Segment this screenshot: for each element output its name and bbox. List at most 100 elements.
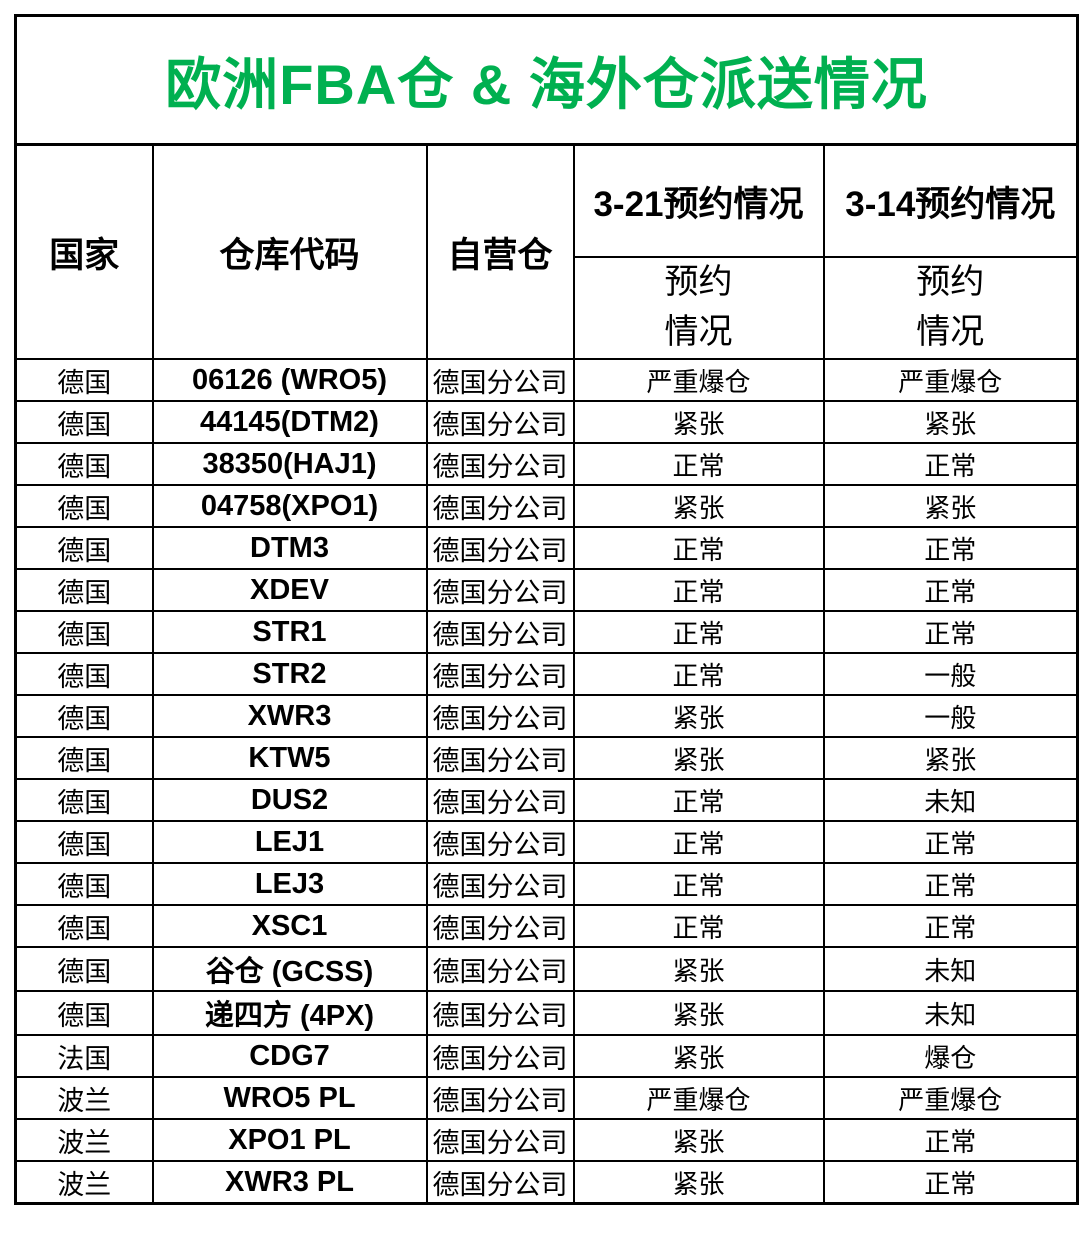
table-row: 德国 06126 (WRO5) 德国分公司 严重爆仓 严重爆仓 bbox=[14, 358, 1079, 402]
status-3-14-cell: 紧张 bbox=[822, 400, 1079, 444]
warehouse-code-cell: CDG7 bbox=[151, 1034, 428, 1078]
status-3-21-cell: 紧张 bbox=[572, 1160, 825, 1205]
warehouse-code-cell: XWR3 bbox=[151, 694, 428, 738]
country-cell: 德国 bbox=[14, 904, 154, 948]
status-3-14-cell: 一般 bbox=[822, 652, 1079, 696]
status-3-21-cell: 紧张 bbox=[572, 946, 825, 992]
subheader-3-14: 预约 情况 bbox=[822, 256, 1079, 360]
country-cell: 德国 bbox=[14, 820, 154, 864]
table-row: 波兰 WRO5 PL 德国分公司 严重爆仓 严重爆仓 bbox=[14, 1076, 1079, 1120]
own-warehouse-cell: 德国分公司 bbox=[425, 736, 575, 780]
status-3-21-cell: 正常 bbox=[572, 610, 825, 654]
country-cell: 波兰 bbox=[14, 1118, 154, 1162]
warehouse-code-cell: LEJ3 bbox=[151, 862, 428, 906]
country-cell: 德国 bbox=[14, 358, 154, 402]
country-cell: 德国 bbox=[14, 526, 154, 570]
country-cell: 德国 bbox=[14, 990, 154, 1036]
table-row: 德国 LEJ3 德国分公司 正常 正常 bbox=[14, 862, 1079, 906]
status-3-21-cell: 正常 bbox=[572, 778, 825, 822]
delivery-status-table: 欧洲FBA仓 & 海外仓派送情况 国家 仓库代码 自营仓 3-21预约情况 3-… bbox=[14, 14, 1080, 1205]
country-cell: 德国 bbox=[14, 862, 154, 906]
status-3-21-cell: 正常 bbox=[572, 526, 825, 570]
table-row: 德国 38350(HAJ1) 德国分公司 正常 正常 bbox=[14, 442, 1079, 486]
table-row: 德国 STR1 德国分公司 正常 正常 bbox=[14, 610, 1079, 654]
status-3-21-cell: 正常 bbox=[572, 862, 825, 906]
warehouse-code-cell: KTW5 bbox=[151, 736, 428, 780]
country-cell: 德国 bbox=[14, 484, 154, 528]
warehouse-code-cell: XPO1 PL bbox=[151, 1118, 428, 1162]
status-3-14-cell: 正常 bbox=[822, 568, 1079, 612]
country-cell: 德国 bbox=[14, 400, 154, 444]
status-3-14-cell: 正常 bbox=[822, 526, 1079, 570]
country-cell: 波兰 bbox=[14, 1076, 154, 1120]
own-warehouse-cell: 德国分公司 bbox=[425, 862, 575, 906]
header-3-14-group: 3-14预约情况 bbox=[822, 143, 1079, 258]
warehouse-code-cell: 06126 (WRO5) bbox=[151, 358, 428, 402]
own-warehouse-cell: 德国分公司 bbox=[425, 1076, 575, 1120]
status-3-21-cell: 正常 bbox=[572, 652, 825, 696]
status-3-14-cell: 正常 bbox=[822, 1118, 1079, 1162]
warehouse-code-cell: 递四方 (4PX) bbox=[151, 990, 428, 1036]
warehouse-code-cell: DTM3 bbox=[151, 526, 428, 570]
status-3-14-cell: 正常 bbox=[822, 610, 1079, 654]
table-row: 德国 XSC1 德国分公司 正常 正常 bbox=[14, 904, 1079, 948]
table-row: 德国 LEJ1 德国分公司 正常 正常 bbox=[14, 820, 1079, 864]
country-cell: 德国 bbox=[14, 694, 154, 738]
warehouse-code-cell: 谷仓 (GCSS) bbox=[151, 946, 428, 992]
warehouse-code-cell: 38350(HAJ1) bbox=[151, 442, 428, 486]
header-own-warehouse: 自营仓 bbox=[425, 143, 575, 360]
status-3-21-cell: 正常 bbox=[572, 568, 825, 612]
own-warehouse-cell: 德国分公司 bbox=[425, 778, 575, 822]
own-warehouse-cell: 德国分公司 bbox=[425, 526, 575, 570]
status-3-14-cell: 严重爆仓 bbox=[822, 358, 1079, 402]
header-country: 国家 bbox=[14, 143, 154, 360]
status-3-14-cell: 未知 bbox=[822, 990, 1079, 1036]
own-warehouse-cell: 德国分公司 bbox=[425, 1118, 575, 1162]
warehouse-code-cell: DUS2 bbox=[151, 778, 428, 822]
own-warehouse-cell: 德国分公司 bbox=[425, 1160, 575, 1205]
status-3-14-cell: 正常 bbox=[822, 1160, 1079, 1205]
warehouse-code-cell: WRO5 PL bbox=[151, 1076, 428, 1120]
table-row: 德国 XWR3 德国分公司 紧张 一般 bbox=[14, 694, 1079, 738]
own-warehouse-cell: 德国分公司 bbox=[425, 820, 575, 864]
status-3-14-cell: 爆仓 bbox=[822, 1034, 1079, 1078]
status-3-21-cell: 正常 bbox=[572, 904, 825, 948]
table-row: 德国 04758(XPO1) 德国分公司 紧张 紧张 bbox=[14, 484, 1079, 528]
table-row: 波兰 XWR3 PL 德国分公司 紧张 正常 bbox=[14, 1160, 1079, 1205]
warehouse-code-cell: STR1 bbox=[151, 610, 428, 654]
status-3-14-cell: 未知 bbox=[822, 778, 1079, 822]
status-3-21-cell: 严重爆仓 bbox=[572, 358, 825, 402]
status-3-21-cell: 正常 bbox=[572, 820, 825, 864]
own-warehouse-cell: 德国分公司 bbox=[425, 652, 575, 696]
country-cell: 法国 bbox=[14, 1034, 154, 1078]
table-row: 法国 CDG7 德国分公司 紧张 爆仓 bbox=[14, 1034, 1079, 1078]
table-row: 德国 XDEV 德国分公司 正常 正常 bbox=[14, 568, 1079, 612]
status-3-21-cell: 正常 bbox=[572, 442, 825, 486]
country-cell: 德国 bbox=[14, 736, 154, 780]
table-row: 德国 KTW5 德国分公司 紧张 紧张 bbox=[14, 736, 1079, 780]
status-3-14-cell: 严重爆仓 bbox=[822, 1076, 1079, 1120]
own-warehouse-cell: 德国分公司 bbox=[425, 610, 575, 654]
warehouse-code-cell: 04758(XPO1) bbox=[151, 484, 428, 528]
table-row: 德国 递四方 (4PX) 德国分公司 紧张 未知 bbox=[14, 990, 1079, 1036]
own-warehouse-cell: 德国分公司 bbox=[425, 946, 575, 992]
own-warehouse-cell: 德国分公司 bbox=[425, 484, 575, 528]
status-3-14-cell: 紧张 bbox=[822, 484, 1079, 528]
warehouse-code-cell: XDEV bbox=[151, 568, 428, 612]
table-row: 德国 谷仓 (GCSS) 德国分公司 紧张 未知 bbox=[14, 946, 1079, 992]
status-3-14-cell: 正常 bbox=[822, 820, 1079, 864]
status-3-14-cell: 正常 bbox=[822, 862, 1079, 906]
status-3-14-cell: 正常 bbox=[822, 442, 1079, 486]
warehouse-code-cell: STR2 bbox=[151, 652, 428, 696]
own-warehouse-cell: 德国分公司 bbox=[425, 904, 575, 948]
header-row-sub: 预约 情况 预约 情况 bbox=[16, 256, 1079, 360]
status-3-21-cell: 紧张 bbox=[572, 400, 825, 444]
country-cell: 德国 bbox=[14, 946, 154, 992]
status-3-14-cell: 未知 bbox=[822, 946, 1079, 992]
subheader-3-21: 预约 情况 bbox=[572, 256, 825, 360]
title-row: 欧洲FBA仓 & 海外仓派送情况 bbox=[14, 14, 1079, 146]
table-row: 德国 DTM3 德国分公司 正常 正常 bbox=[14, 526, 1079, 570]
own-warehouse-cell: 德国分公司 bbox=[425, 358, 575, 402]
status-3-14-cell: 一般 bbox=[822, 694, 1079, 738]
